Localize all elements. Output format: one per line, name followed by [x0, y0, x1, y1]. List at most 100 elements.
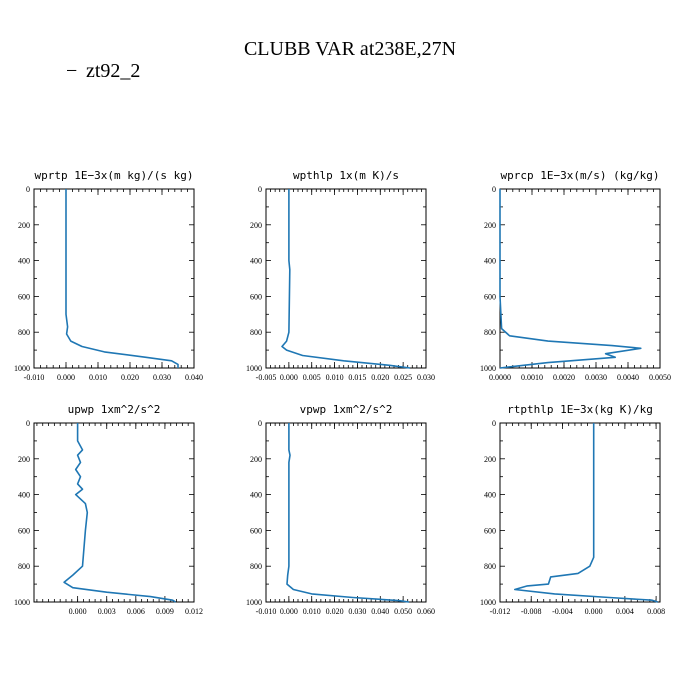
x-tick-label: 0.000 — [280, 373, 298, 382]
plot-frame — [33, 422, 195, 603]
y-tick-label: 1000 — [14, 364, 30, 373]
x-tick-label: 0.030 — [417, 373, 435, 382]
panel-4: upwp 1xm^2/s^2 0 200 400 600 800 1000 0.000 0.00… — [14, 403, 203, 616]
x-tick-label: 0.010 — [303, 607, 321, 616]
y-tick-label: 600 — [250, 292, 262, 301]
y-tick-label: 400 — [484, 491, 496, 500]
x-tick-label: 0.004 — [616, 607, 634, 616]
panel-title: vpwp 1xm^2/s^2 — [300, 403, 393, 416]
x-tick-label: 0.005 — [303, 373, 321, 382]
series-line — [63, 423, 177, 603]
plot-frame — [499, 188, 661, 369]
x-tick-label: 0.0010 — [521, 373, 543, 382]
series-line — [513, 423, 658, 603]
panel-title: wpthlp 1x(m K)/s — [293, 169, 399, 182]
series-line — [65, 189, 179, 368]
x-tick-label: 0.030 — [153, 373, 171, 382]
y-tick-label: 600 — [250, 526, 262, 535]
legend: − zt92_2 — [66, 60, 140, 82]
x-tick-label: -0.012 — [490, 607, 511, 616]
x-tick-label: 0.000 — [69, 607, 87, 616]
x-tick-label: 0.009 — [156, 607, 174, 616]
panel-title: upwp 1xm^2/s^2 — [68, 403, 161, 416]
x-tick-label: 0.0000 — [489, 373, 511, 382]
x-tick-label: -0.005 — [256, 373, 277, 382]
panel-3: wprcp 1E−3x(m/s) (kg/kg) 0 200 400 600 800 100… — [480, 169, 671, 382]
y-tick-label: 800 — [18, 328, 30, 337]
panel-title: wprtp 1E−3x(m kg)/(s kg) — [35, 169, 194, 182]
x-tick-label: 0.040 — [185, 373, 203, 382]
y-tick-label: 1000 — [246, 598, 262, 607]
x-tick-label: 0.0020 — [553, 373, 575, 382]
y-tick-label: 200 — [18, 455, 30, 464]
y-tick-label: 0 — [26, 419, 30, 428]
x-tick-label: 0.006 — [127, 607, 145, 616]
y-tick-label: 0 — [258, 185, 262, 194]
x-tick-label: 0.0030 — [585, 373, 607, 382]
panel-title: rtpthlp 1E−3x(kg K)/kg — [507, 403, 653, 416]
plot-frame — [33, 188, 195, 369]
x-tick-label: 0.008 — [647, 607, 665, 616]
y-tick-label: 200 — [250, 221, 262, 230]
y-tick-label: 800 — [250, 562, 262, 571]
y-tick-label: 800 — [484, 562, 496, 571]
x-tick-label: 0.060 — [417, 607, 435, 616]
x-tick-label: 0.000 — [280, 607, 298, 616]
y-tick-label: 0 — [26, 185, 30, 194]
y-tick-label: 200 — [250, 455, 262, 464]
x-tick-label: 0.020 — [371, 373, 389, 382]
x-tick-label: -0.010 — [24, 373, 45, 382]
panel-grid: wprtp 1E−3x(m kg)/(s kg) 0 200 400 600 800 100… — [14, 169, 671, 616]
x-tick-label: -0.004 — [552, 607, 573, 616]
y-tick-label: 1000 — [14, 598, 30, 607]
x-tick-label: -0.008 — [521, 607, 542, 616]
y-tick-label: 1000 — [480, 598, 496, 607]
y-tick-label: 600 — [18, 292, 30, 301]
x-tick-label: 0.020 — [326, 607, 344, 616]
x-tick-label: 0.040 — [371, 607, 389, 616]
y-tick-label: 400 — [250, 257, 262, 266]
x-tick-label: 0.000 — [585, 607, 603, 616]
x-tick-label: 0.020 — [121, 373, 139, 382]
x-tick-label: -0.010 — [256, 607, 277, 616]
y-tick-label: 200 — [484, 221, 496, 230]
x-tick-label: 0.0040 — [617, 373, 639, 382]
series-line — [499, 189, 642, 369]
panel-6: rtpthlp 1E−3x(kg K)/kg02004006008001000-… — [480, 403, 665, 616]
x-tick-label: 0.000 — [57, 373, 75, 382]
y-tick-label: 200 — [484, 455, 496, 464]
y-tick-label: 1000 — [246, 364, 262, 373]
panel-1: wprtp 1E−3x(m kg)/(s kg) 0 200 400 600 800 100… — [14, 169, 203, 382]
plot-frame — [265, 422, 427, 603]
y-tick-label: 800 — [250, 328, 262, 337]
panel-title: wprcp 1E−3x(m/s) (kg/kg) — [501, 169, 660, 182]
y-tick-label: 800 — [18, 562, 30, 571]
y-tick-label: 1000 — [480, 364, 496, 373]
y-tick-label: 400 — [18, 257, 30, 266]
y-tick-label: 400 — [18, 491, 30, 500]
y-tick-label: 400 — [484, 257, 496, 266]
y-tick-label: 400 — [250, 491, 262, 500]
x-tick-label: 0.003 — [98, 607, 116, 616]
plot-frame — [499, 422, 661, 603]
series-line — [286, 423, 410, 603]
series-line — [281, 189, 411, 369]
x-tick-label: 0.0050 — [649, 373, 671, 382]
y-tick-label: 0 — [492, 185, 496, 194]
y-tick-label: 600 — [18, 526, 30, 535]
y-tick-label: 800 — [484, 328, 496, 337]
y-tick-label: 0 — [258, 419, 262, 428]
y-tick-label: 600 — [484, 292, 496, 301]
y-tick-label: 0 — [492, 419, 496, 428]
x-tick-label: 0.050 — [394, 607, 412, 616]
figure-title: CLUBB VAR at238E,27N — [244, 38, 456, 60]
x-tick-label: 0.012 — [185, 607, 203, 616]
x-tick-label: 0.010 — [326, 373, 344, 382]
x-tick-label: 0.030 — [348, 607, 366, 616]
y-tick-label: 200 — [18, 221, 30, 230]
x-tick-label: 0.010 — [89, 373, 107, 382]
x-tick-label: 0.025 — [394, 373, 412, 382]
